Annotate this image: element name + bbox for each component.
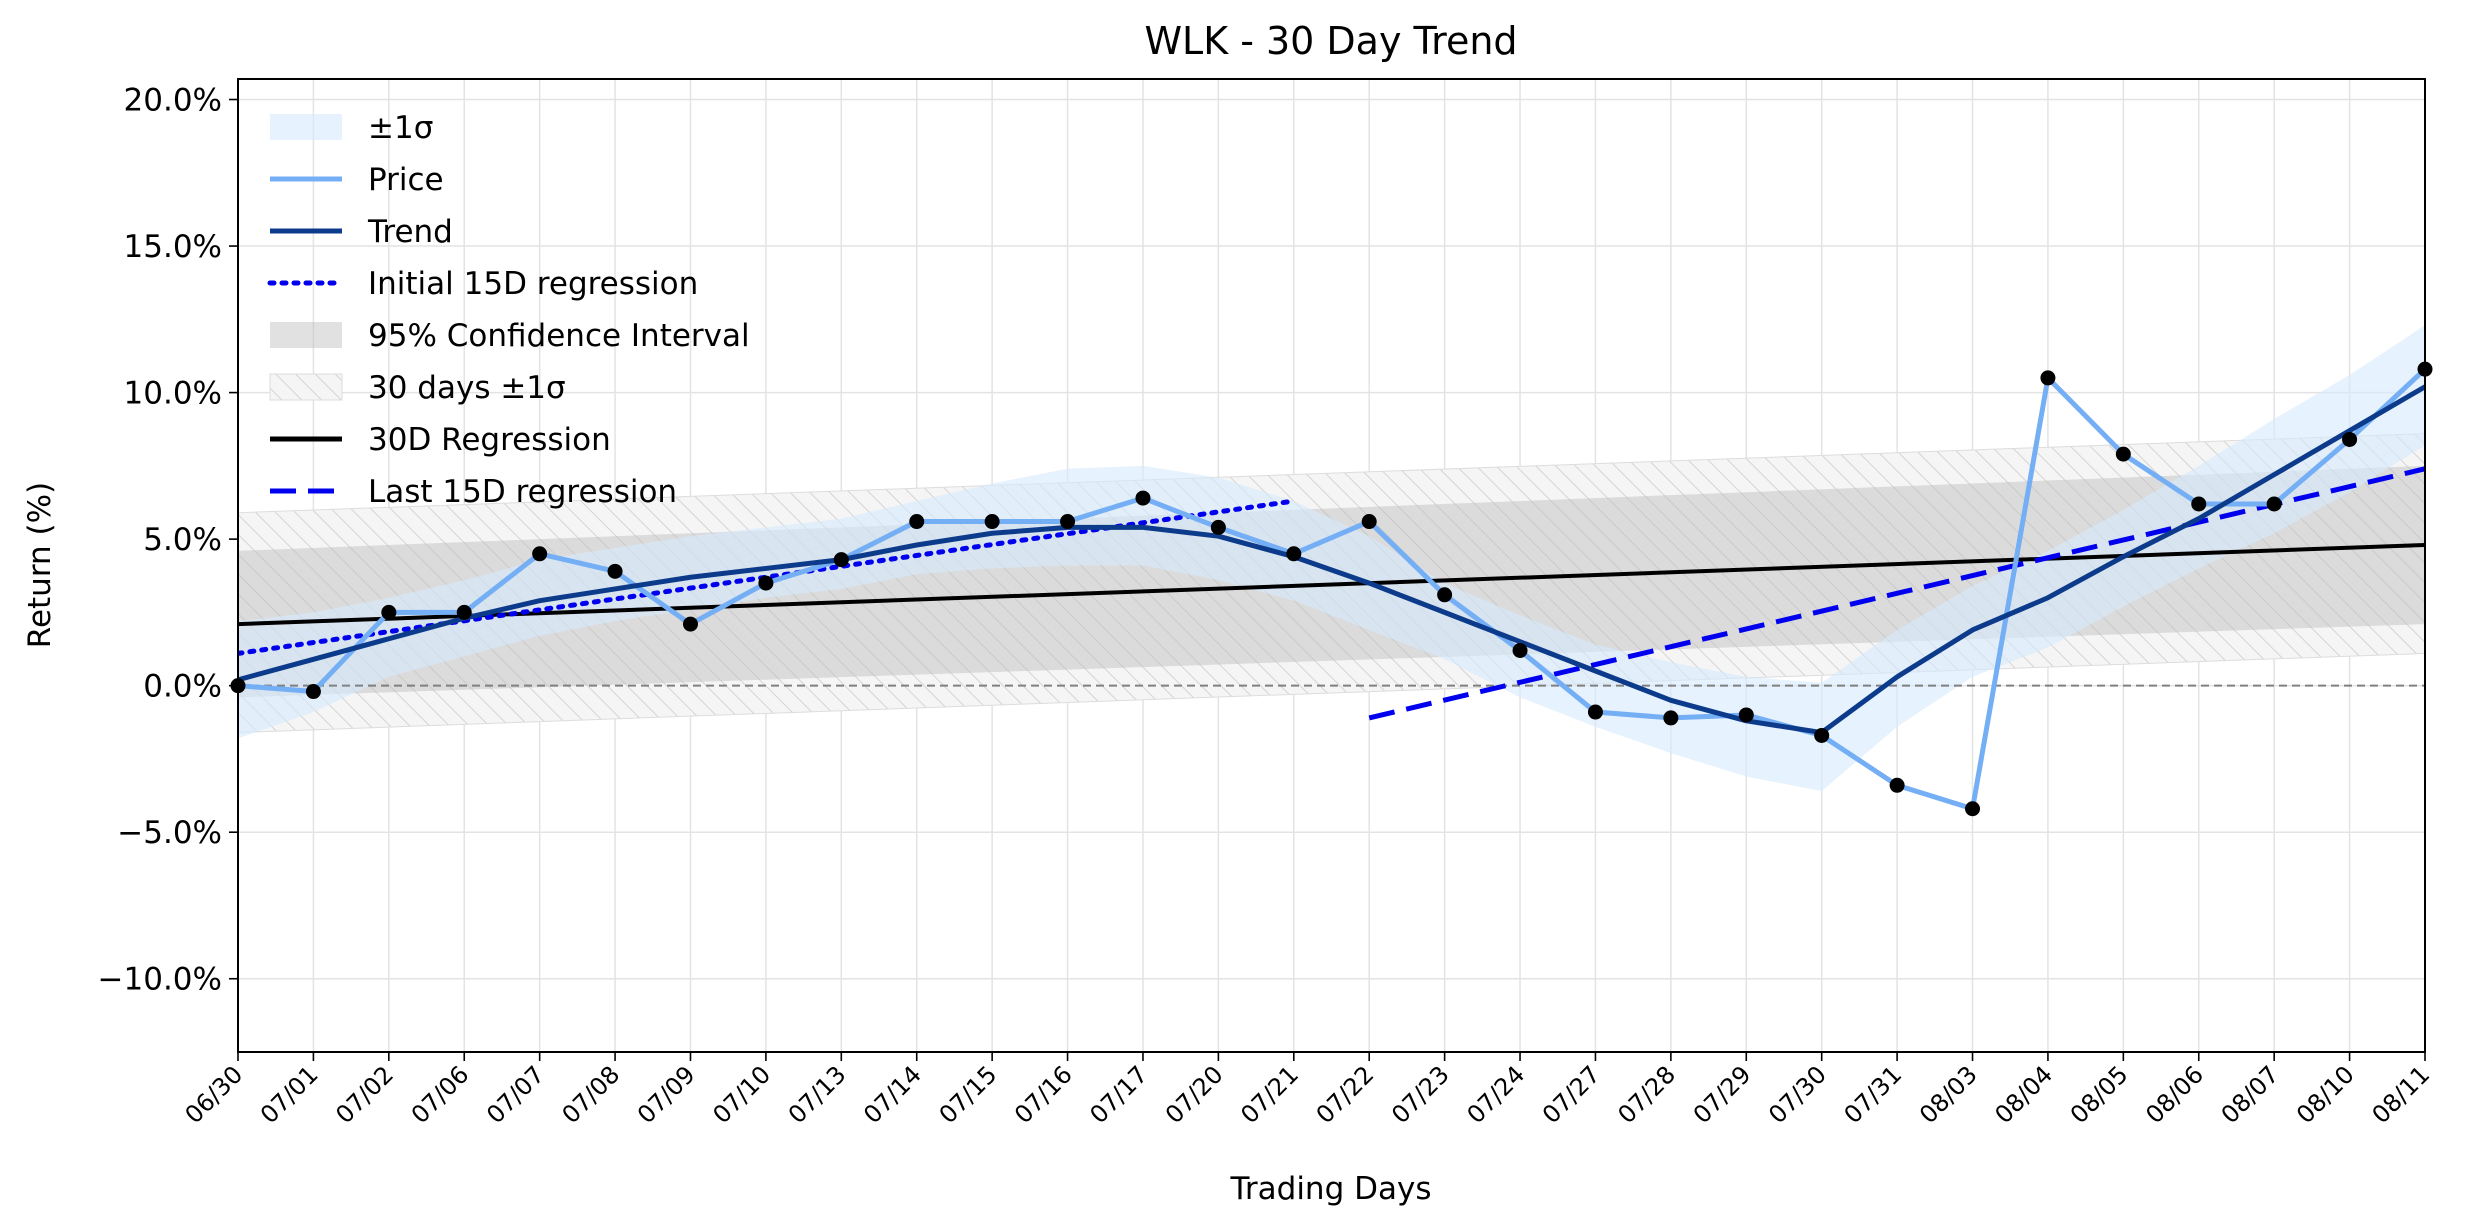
- price-point: [2040, 370, 2056, 386]
- price-point: [1738, 707, 1754, 723]
- price-point: [2115, 446, 2131, 462]
- price-point: [909, 514, 925, 530]
- price-point: [607, 563, 623, 579]
- price-point: [2191, 496, 2207, 512]
- price-point: [1060, 514, 1076, 530]
- price-point: [682, 616, 698, 632]
- y-axis-label: Return (%): [22, 482, 58, 648]
- price-point: [1210, 519, 1226, 535]
- price-point: [1587, 704, 1603, 720]
- legend-swatch: [269, 373, 343, 401]
- y-tick-label: 0.0%: [143, 669, 222, 705]
- x-axis-label: Trading Days: [1230, 1171, 1432, 1207]
- series-lines: [238, 367, 2425, 812]
- price-point: [758, 575, 774, 591]
- price-point: [305, 684, 321, 700]
- y-tick-label: −5.0%: [117, 815, 222, 851]
- price-point: [381, 604, 397, 620]
- legend-label: 30 days ±1σ: [368, 370, 566, 406]
- price-point: [1889, 777, 1905, 793]
- price-point: [1814, 727, 1830, 743]
- price-point: [456, 604, 472, 620]
- y-tick-label: 15.0%: [124, 229, 222, 265]
- price-point: [2342, 431, 2358, 447]
- price-point: [1663, 710, 1679, 726]
- legend-label: ±1σ: [368, 110, 433, 146]
- legend-label: Last 15D regression: [368, 474, 677, 510]
- trend-line: [238, 384, 2425, 736]
- price-point: [1361, 514, 1377, 530]
- legend-label: 30D Regression: [368, 422, 611, 458]
- y-tick-label: 5.0%: [143, 522, 222, 558]
- price-point: [1286, 546, 1302, 562]
- price-point: [1512, 642, 1528, 658]
- price-point: [1437, 587, 1453, 603]
- y-tick-label: 20.0%: [124, 83, 222, 119]
- price-point: [833, 552, 849, 568]
- band-one-sigma: [238, 325, 2425, 792]
- y-tick-label: −10.0%: [98, 962, 222, 998]
- price-point: [1135, 490, 1151, 506]
- y-tick-label: 10.0%: [124, 376, 222, 412]
- price-point: [532, 546, 548, 562]
- legend-label: Price: [368, 162, 444, 198]
- legend-swatch: [270, 322, 342, 348]
- price-point: [984, 514, 1000, 530]
- legend-label: 95% Confidence Interval: [368, 318, 750, 354]
- price-points: [230, 361, 2433, 817]
- price-point: [2266, 496, 2282, 512]
- price-point: [1965, 801, 1981, 817]
- chart-title: WLK - 30 Day Trend: [1144, 19, 1517, 63]
- legend-swatch: [270, 114, 342, 140]
- regression-30d-line: [238, 542, 2425, 627]
- plot-frame: [237, 78, 2426, 1053]
- legend-label: Trend: [367, 214, 453, 250]
- regression-last-15d-line: [1368, 466, 2425, 721]
- legend: ±1σ Price Trend Initial 15D regression 95% C…: [267, 110, 750, 510]
- legend-label: Initial 15D regression: [368, 266, 698, 302]
- price-line: [238, 367, 2425, 812]
